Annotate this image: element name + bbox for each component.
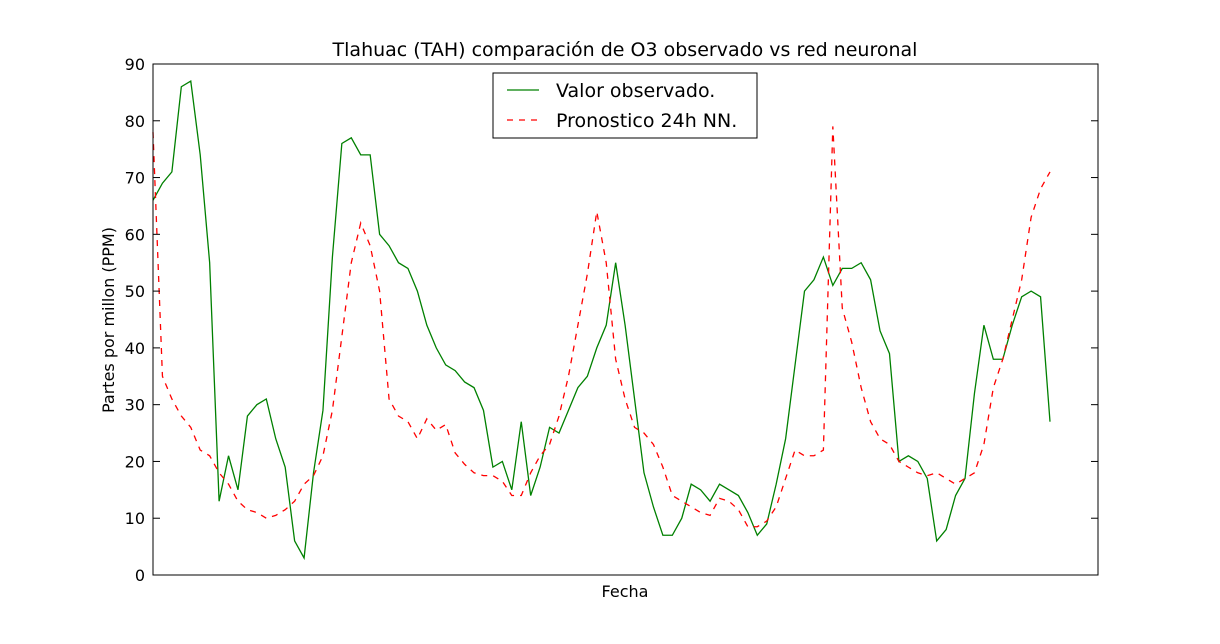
y-tick-label: 0 [135, 566, 145, 585]
y-tick-label: 60 [125, 225, 145, 244]
plot-area [152, 79, 1051, 561]
legend: Valor observado. Pronostico 24h NN. [492, 72, 758, 139]
plot-frame [152, 63, 1099, 576]
chart-title: Tlahuac (TAH) comparación de O3 observad… [332, 39, 918, 61]
y-tick-label: 10 [125, 509, 145, 528]
y-tick-label: 20 [125, 452, 145, 471]
data-line [152, 79, 1051, 561]
y-tick-label: 90 [125, 55, 145, 74]
y-tick-label: 50 [125, 282, 145, 301]
y-tick-label: 70 [125, 169, 145, 188]
y-axis-label: Partes por millon (PPM) [99, 227, 118, 413]
y-tick-label: 80 [125, 112, 145, 131]
legend-label: Valor observado. [556, 80, 715, 102]
y-tick-label: 30 [125, 396, 145, 415]
legend-label: Pronostico 24h NN. [556, 110, 737, 132]
x-axis-label: Fecha [602, 582, 649, 601]
y-tick-label: 40 [125, 339, 145, 358]
legend-box [492, 72, 758, 139]
data-line [152, 126, 1051, 528]
